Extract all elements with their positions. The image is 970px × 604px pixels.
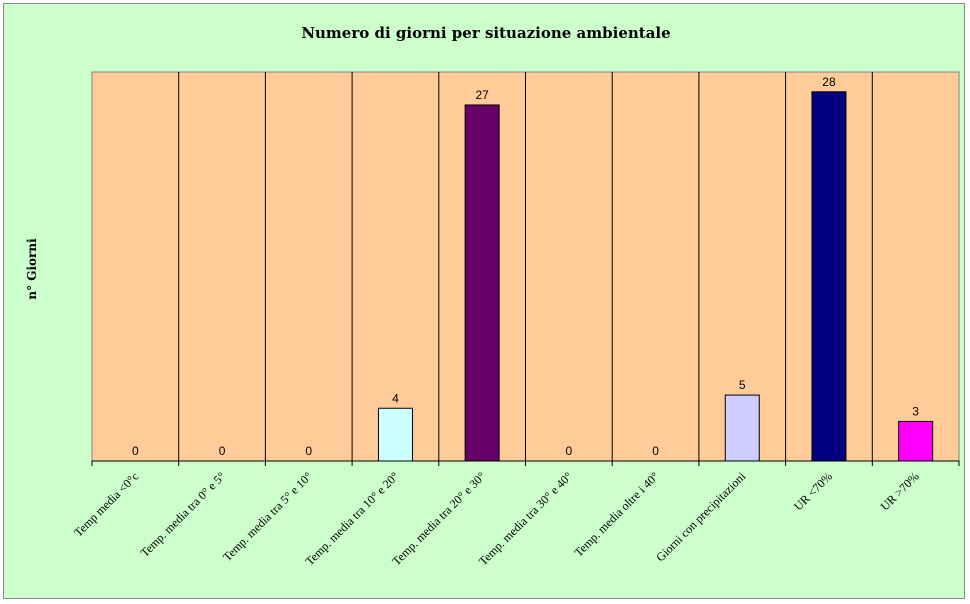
data-label-8: 28 <box>822 75 836 89</box>
data-label-0: 0 <box>132 444 139 458</box>
tick-label-8: UR <70% <box>791 469 835 513</box>
tick-label-5: Temp. media tra 30° e 40° <box>476 469 575 568</box>
bar-7 <box>724 394 760 462</box>
bar-9 <box>898 420 934 462</box>
data-label-5: 0 <box>566 444 573 458</box>
x-axis-ticks <box>91 461 960 466</box>
data-label-1: 0 <box>219 444 226 458</box>
data-label-3: 4 <box>392 391 399 405</box>
bar-3 <box>377 407 413 462</box>
tick-label-6: Temp. media oltre i 40° <box>571 469 661 559</box>
bars-group <box>377 91 934 462</box>
category-dividers <box>178 72 873 461</box>
bar-4 <box>464 104 500 462</box>
tick-label-1: Temp. media tra 0° e 5° <box>138 469 229 560</box>
tick-label-3: Temp. media tra 10° e 20° <box>303 469 402 568</box>
data-label-9: 3 <box>912 404 919 418</box>
chart-area: Numero di giorni per situazione ambienta… <box>3 3 965 599</box>
tick-label-0: Temp media <0°c <box>71 469 141 539</box>
data-label-6: 0 <box>652 444 659 458</box>
tick-label-7: Giorni con precipitazioni <box>653 469 749 565</box>
tick-label-4: Temp. media tra 20° e 30° <box>389 469 488 568</box>
data-label-2: 0 <box>305 444 312 458</box>
data-label-4: 27 <box>475 88 489 102</box>
chart-title: Numero di giorni per situazione ambienta… <box>301 24 670 42</box>
tick-label-9: UR >70% <box>878 469 922 513</box>
bar-chart: Numero di giorni per situazione ambienta… <box>25 24 960 569</box>
tick-label-2: Temp. media tra 5° e 10° <box>220 469 315 564</box>
y-axis-label: n° Giorni <box>25 238 39 300</box>
data-label-7: 5 <box>739 378 746 392</box>
data-labels-group: 0 0 0 4 27 0 0 5 28 3 <box>132 75 919 458</box>
bar-8 <box>811 91 847 462</box>
